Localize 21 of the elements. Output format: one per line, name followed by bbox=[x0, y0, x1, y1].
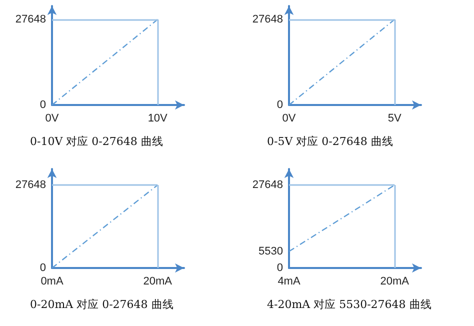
x-tick-label: 5V bbox=[388, 112, 402, 124]
x-tick-label: 20mA bbox=[143, 276, 173, 288]
y-tick-label: 27648 bbox=[15, 179, 46, 192]
y-tick-label: 0 bbox=[40, 262, 46, 274]
x-tick-label: 10V bbox=[148, 112, 168, 124]
text: 0-5V 对应 0-27648 曲线 bbox=[267, 135, 393, 148]
x-tick-label: 20mA bbox=[380, 276, 410, 288]
text: 0-20mA 对应 0-27648 曲线 bbox=[30, 298, 174, 311]
y-tick-label: 5530 bbox=[258, 245, 283, 258]
y-tick-label: 0 bbox=[276, 99, 283, 111]
y-tick-label: 27648 bbox=[15, 13, 46, 26]
y-tick-label: 27648 bbox=[252, 13, 283, 26]
y-tick-label: 0 bbox=[276, 262, 283, 274]
y-tick-label: 0 bbox=[40, 99, 46, 111]
x-tick-label: 0V bbox=[45, 112, 60, 124]
x-tick-label: 4mA bbox=[278, 276, 301, 288]
x-tick-label: 0V bbox=[282, 112, 296, 124]
x-tick-label: 0mA bbox=[40, 276, 64, 288]
text: 4-20mA 对应 5530-27648 曲线 bbox=[267, 298, 432, 311]
text: 0-10V 对应 0-27648 曲线 bbox=[30, 135, 163, 148]
y-tick-label: 27648 bbox=[252, 179, 283, 192]
